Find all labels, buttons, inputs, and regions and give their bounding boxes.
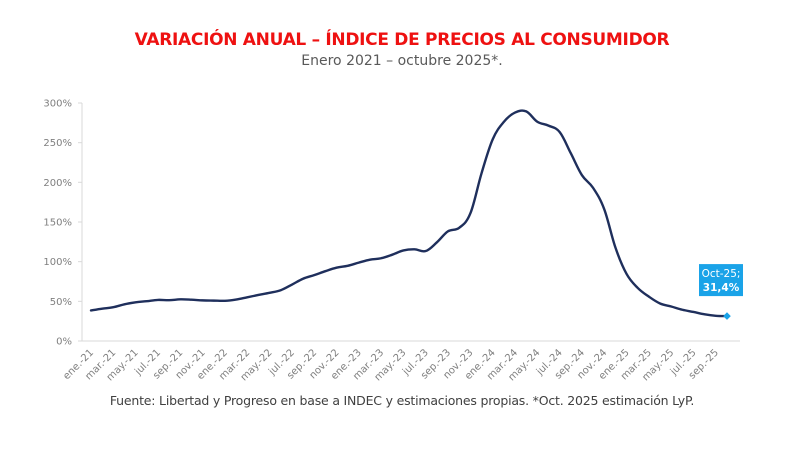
data-point (547, 124, 549, 126)
data-point (369, 258, 371, 260)
series-points (90, 110, 731, 320)
data-point (157, 299, 159, 301)
data-point (201, 299, 203, 301)
data-point (179, 298, 181, 300)
data-point (592, 187, 594, 189)
data-point (391, 253, 393, 255)
data-point (603, 208, 605, 210)
data-point (112, 306, 114, 308)
data-point (190, 298, 192, 300)
data-point (402, 249, 404, 251)
data-point (324, 270, 326, 272)
data-point (213, 299, 215, 301)
data-point (570, 152, 572, 154)
data-point (436, 241, 438, 243)
data-point (625, 273, 627, 275)
callout-box (699, 264, 743, 297)
data-point (268, 292, 270, 294)
data-point (313, 274, 315, 276)
data-point (358, 261, 360, 263)
data-point (123, 303, 125, 305)
data-point (168, 299, 170, 301)
data-point (558, 131, 560, 133)
data-point (503, 121, 505, 123)
data-point (134, 301, 136, 303)
series-line (89, 109, 729, 318)
data-point (648, 295, 650, 297)
data-point (279, 289, 281, 291)
data-point (425, 250, 427, 252)
data-point (480, 172, 482, 174)
data-point (235, 298, 237, 300)
data-point (670, 305, 672, 307)
data-point (90, 309, 92, 311)
y-axis-ticks: 0% 50% 100% 150% 200% 250% 300% (43, 99, 82, 348)
data-point (525, 110, 527, 112)
data-point (380, 257, 382, 259)
data-point (101, 308, 103, 310)
data-point (703, 313, 705, 315)
data-point (659, 302, 661, 304)
last-value-callout: Oct-25; 31,4% (699, 264, 743, 297)
data-point (581, 174, 583, 176)
data-point (469, 212, 471, 214)
callout-date: Oct-25; (702, 268, 741, 280)
data-point (715, 315, 717, 317)
data-point (681, 309, 683, 311)
source-note: Fuente: Libertad y Progreso en base a IN… (109, 393, 695, 408)
data-point (224, 300, 226, 302)
data-point (246, 296, 248, 298)
data-point (514, 111, 516, 113)
x-axis-ticks: ene.-21mar.-21may.-21jul.-21sep.-21nov.-… (61, 347, 721, 383)
data-point (692, 311, 694, 313)
data-point (458, 227, 460, 229)
axes (81, 103, 740, 342)
data-point (146, 300, 148, 302)
callout-value: 31,4% (703, 282, 740, 294)
data-point (491, 138, 493, 140)
y-tick-label: 150% (43, 218, 72, 229)
y-tick-label: 100% (43, 257, 72, 268)
data-point (302, 278, 304, 280)
y-tick-label: 0% (56, 337, 72, 348)
y-tick-label: 300% (43, 99, 72, 110)
data-point (637, 287, 639, 289)
data-point (335, 266, 337, 268)
last-point-marker (723, 312, 731, 320)
y-tick-label: 250% (43, 138, 72, 149)
data-point (346, 265, 348, 267)
chart-subtitle: Enero 2021 – octubre 2025*. (301, 53, 503, 69)
y-tick-label: 50% (50, 297, 72, 308)
data-point (614, 246, 616, 248)
data-point (291, 283, 293, 285)
data-point (447, 230, 449, 232)
y-tick-label: 200% (43, 178, 72, 189)
data-point (536, 121, 538, 123)
data-point (257, 294, 259, 296)
data-point (413, 248, 415, 250)
chart-title: VARIACIÓN ANUAL – ÍNDICE DE PRECIOS AL C… (134, 30, 670, 50)
